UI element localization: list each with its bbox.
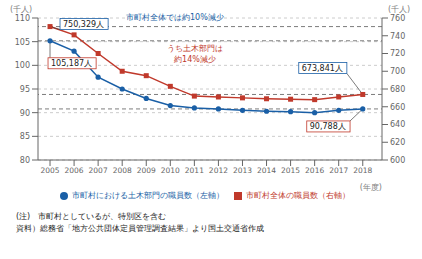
svg-text:2017: 2017 — [329, 166, 348, 175]
svg-text:80: 80 — [20, 156, 30, 165]
svg-text:2013: 2013 — [233, 166, 252, 175]
svg-text:110: 110 — [15, 14, 30, 23]
html-text:市町村全体の職員数（右軸）: 市町村全体の職員数（右軸） — [246, 191, 350, 200]
svg-text:90,788人: 90,788人 — [310, 122, 346, 131]
svg-text:(千人): (千人) — [388, 5, 410, 14]
svg-text:95: 95 — [20, 85, 30, 94]
svg-text:105,187人: 105,187人 — [51, 59, 92, 68]
html-text:資料）総務省「地方公共団体定員管理調査結果」より国土交通省作: 資料）総務省「地方公共団体定員管理調査結果」より国土交通省作成 — [16, 224, 264, 233]
svg-text:720: 720 — [390, 49, 405, 58]
svg-text:700: 700 — [390, 67, 405, 76]
svg-text:2018: 2018 — [353, 166, 372, 175]
svg-text:2010: 2010 — [161, 166, 180, 175]
svg-text:2005: 2005 — [40, 166, 59, 175]
svg-text:2007: 2007 — [89, 166, 108, 175]
svg-text:85: 85 — [20, 132, 30, 141]
svg-text:2014: 2014 — [257, 166, 276, 175]
svg-text:680: 680 — [390, 85, 405, 94]
html-text:市町村における土木部門の職員数（左軸）: 市町村における土木部門の職員数（左軸） — [72, 191, 224, 200]
html-text:約14%減少: 約14%減少 — [174, 55, 216, 64]
svg-text:640: 640 — [390, 120, 405, 129]
svg-text:(年度): (年度) — [360, 183, 382, 192]
html-text:市町村全体では約10%減少: 市町村全体では約10%減少 — [126, 13, 224, 22]
svg-text:2015: 2015 — [281, 166, 300, 175]
svg-text:105: 105 — [15, 38, 30, 47]
svg-text:2006: 2006 — [65, 166, 84, 175]
html-text:うち土木部門は: うち土木部門は — [167, 44, 223, 53]
html-text:(注) 市町村としているが、特別区を含む: (注) 市町村としているが、特別区を含む — [16, 212, 167, 221]
svg-text:(千人): (千人) — [10, 5, 32, 14]
svg-text:2012: 2012 — [209, 166, 228, 175]
svg-text:620: 620 — [390, 138, 405, 147]
svg-text:760: 760 — [390, 14, 405, 23]
svg-text:90: 90 — [20, 109, 30, 118]
svg-text:2009: 2009 — [137, 166, 156, 175]
svg-text:2008: 2008 — [113, 166, 132, 175]
svg-text:750,329人: 750,329人 — [63, 20, 104, 29]
svg-text:600: 600 — [390, 156, 405, 165]
svg-text:673,841人: 673,841人 — [302, 64, 343, 73]
svg-text:740: 740 — [390, 32, 405, 41]
svg-text:2016: 2016 — [305, 166, 324, 175]
svg-text:2011: 2011 — [185, 166, 204, 175]
svg-text:660: 660 — [390, 103, 405, 112]
svg-text:100: 100 — [15, 61, 30, 70]
